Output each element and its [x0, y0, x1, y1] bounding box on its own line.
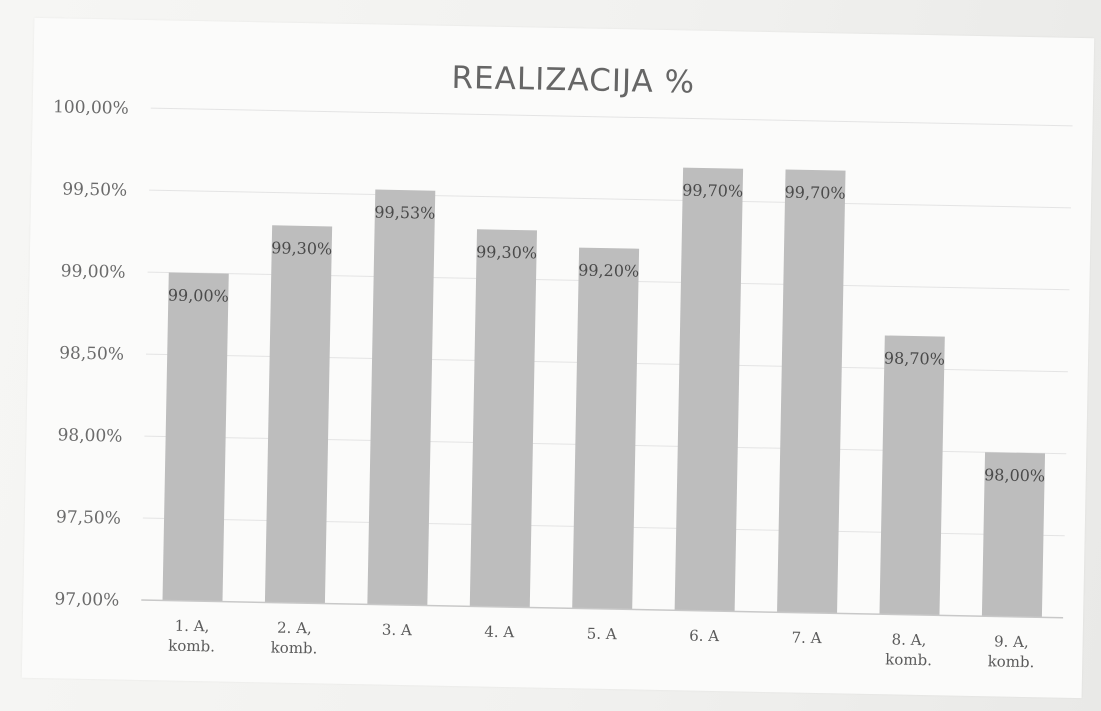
- category-label-line: 8. A,: [891, 630, 926, 649]
- category-label: 9. A,komb.: [988, 632, 1035, 671]
- bar: [572, 247, 640, 610]
- bar: [162, 272, 229, 602]
- bar: [981, 452, 1046, 618]
- data-label: 99,70%: [682, 181, 743, 201]
- data-label: 99,30%: [271, 238, 332, 258]
- bar: [879, 335, 945, 616]
- category-label: 4. A: [484, 623, 514, 642]
- x-axis-line: [141, 599, 1064, 619]
- data-label: 99,70%: [784, 183, 845, 203]
- chart-title: REALIZACIJA %: [451, 60, 695, 101]
- bar-chart: REALIZACIJA % 97,00% 97,50% 98,00% 98,50% 99…: [53, 60, 1073, 672]
- category-label: 5. A: [587, 625, 617, 644]
- category-label-line: 9. A,: [994, 632, 1029, 651]
- category-label-line: 7. A: [791, 629, 821, 648]
- y-tick-label: 99,00%: [61, 261, 126, 282]
- category-label-line: 3. A: [382, 621, 412, 640]
- y-axis-tick-labels: 97,00% 97,50% 98,00% 98,50% 99,00% 99,50% 100,…: [53, 97, 129, 610]
- y-tick-label: 98,00%: [57, 425, 122, 446]
- category-label: 8. A,komb.: [885, 630, 932, 669]
- category-label-line: 2. A,: [277, 619, 312, 638]
- category-label-line: komb.: [168, 637, 215, 656]
- category-label-line: komb.: [988, 652, 1035, 671]
- gridline: [150, 107, 1073, 127]
- category-label-line: 5. A: [587, 625, 617, 644]
- y-tick-label: 100,00%: [53, 97, 129, 118]
- y-tick-label: 97,00%: [54, 589, 119, 610]
- data-label: 98,00%: [984, 465, 1045, 485]
- bar: [777, 169, 846, 614]
- bar: [469, 229, 538, 608]
- bar: [674, 167, 744, 612]
- bars: [162, 167, 1046, 618]
- y-tick-label: 99,50%: [62, 179, 127, 200]
- category-label-line: komb.: [271, 639, 318, 658]
- gridline: [149, 189, 1071, 209]
- chart-paper: REALIZACIJA % 97,00% 97,50% 98,00% 98,50% 99…: [21, 17, 1095, 699]
- y-tick-label: 98,50%: [59, 343, 124, 364]
- category-label: 2. A,komb.: [271, 619, 318, 658]
- category-label: 6. A: [689, 627, 719, 646]
- category-label-line: 4. A: [484, 623, 514, 642]
- category-label: 7. A: [791, 629, 821, 648]
- y-tick-label: 97,50%: [56, 507, 121, 528]
- data-label: 99,20%: [578, 261, 639, 281]
- data-label: 98,70%: [884, 348, 945, 368]
- data-label: 99,30%: [476, 242, 537, 262]
- category-label: 3. A: [382, 621, 412, 640]
- category-label-line: komb.: [885, 650, 932, 669]
- category-labels: 1. A,komb.2. A,komb.3. A 4. A 5. A 6. A 7. A…: [168, 617, 1035, 672]
- category-label: 1. A,komb.: [168, 617, 215, 656]
- data-label: 99,00%: [168, 286, 229, 306]
- bar: [264, 225, 333, 604]
- bar: [367, 189, 436, 606]
- data-label: 99,53%: [374, 203, 435, 223]
- data-labels: 99,00% 99,30% 99,53% 99,30% 99,20% 99,70% 99,7…: [168, 181, 1046, 486]
- category-label-line: 1. A,: [174, 617, 209, 636]
- category-label-line: 6. A: [689, 627, 719, 646]
